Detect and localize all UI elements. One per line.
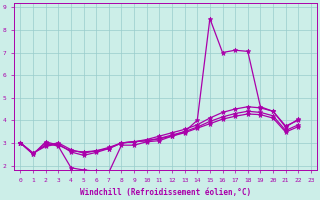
- X-axis label: Windchill (Refroidissement éolien,°C): Windchill (Refroidissement éolien,°C): [80, 188, 251, 197]
